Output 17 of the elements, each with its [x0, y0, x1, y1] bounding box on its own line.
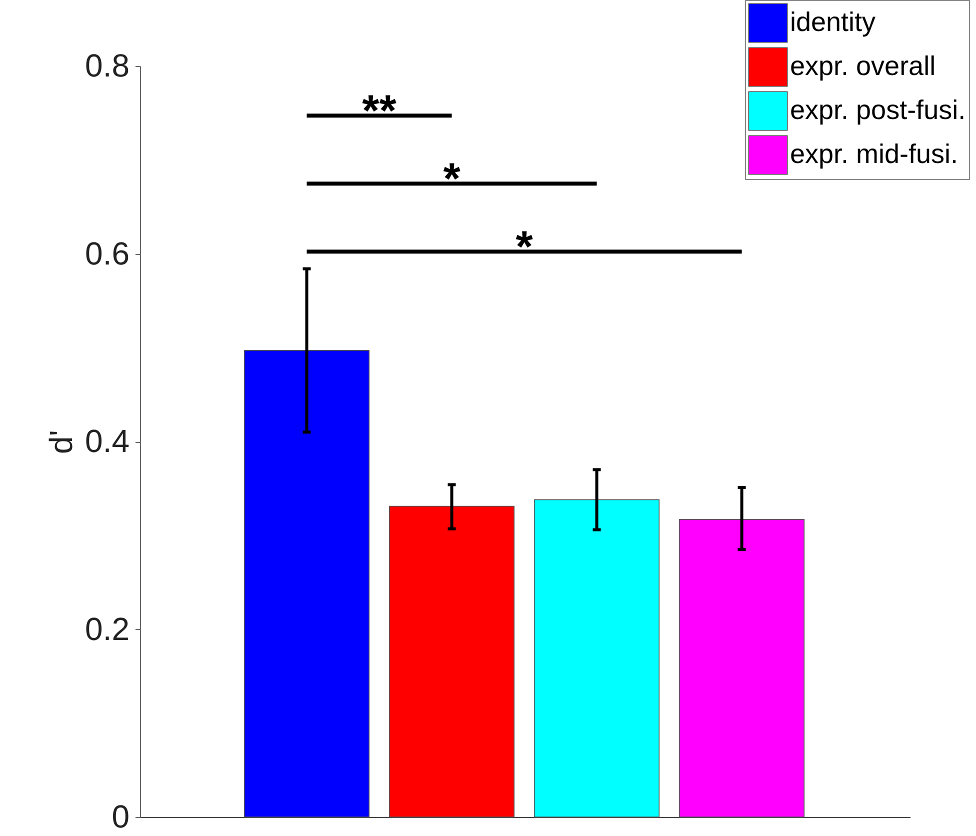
annotation: *	[443, 154, 462, 204]
legend-label: identity	[790, 7, 876, 37]
annotation: **	[362, 86, 398, 136]
y-tick-label: 0.6	[85, 235, 130, 272]
legend-label: expr. mid-fusi.	[790, 139, 958, 169]
annotation: *	[516, 222, 534, 272]
bar	[389, 506, 515, 818]
y-tick-label: 0	[112, 798, 130, 834]
y-tick-label: 0.2	[85, 610, 130, 647]
bar	[679, 519, 805, 818]
bar	[534, 499, 660, 818]
y-tick-label: 0.4	[85, 423, 130, 459]
legend-label: expr. post-fusi.	[790, 95, 966, 125]
y-tick-label: 0.8	[85, 48, 130, 84]
y-axis-title: d'	[43, 430, 80, 454]
legend-label: expr. overall	[790, 51, 936, 81]
bar	[244, 350, 370, 818]
